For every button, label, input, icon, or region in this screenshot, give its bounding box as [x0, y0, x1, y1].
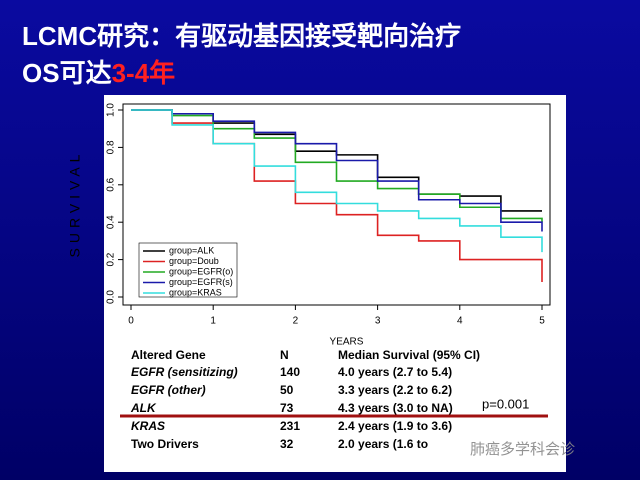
table-cell: 32 — [280, 437, 294, 451]
x-tick-label: 1 — [210, 316, 216, 327]
x-axis-label: YEARS — [330, 337, 364, 348]
x-tick-label: 3 — [375, 316, 381, 327]
y-tick-label: 0.0 — [106, 290, 117, 304]
legend-box — [138, 242, 238, 298]
y-tick-label: 0.4 — [106, 215, 117, 229]
x-tick-label: 5 — [539, 316, 545, 327]
title-highlight: 3-4年 — [112, 58, 176, 88]
x-tick-label: 4 — [457, 316, 463, 327]
table-cell: 231 — [280, 419, 300, 433]
table-header: Altered Gene — [131, 348, 206, 362]
survival-curve — [131, 109, 543, 232]
table-cell: 50 — [280, 383, 294, 397]
plot-frame — [122, 103, 551, 306]
title: LCMC研究：有驱动基因接受靶向治疗 — [22, 21, 461, 51]
table-cell: KRAS — [131, 419, 165, 433]
table-header: N — [280, 348, 289, 362]
y-axis-label: SURVIVAL — [67, 150, 83, 258]
y-tick-label: 0.8 — [106, 140, 117, 154]
legend-label: group=EGFR(o) — [169, 266, 233, 276]
table-cell: ALK — [130, 401, 157, 415]
y-tick-label: 1.0 — [106, 103, 117, 117]
legend-label: group=KRAS — [169, 287, 222, 297]
table-cell: Two Drivers — [131, 437, 199, 451]
table-header: Median Survival (95% CI) — [338, 348, 480, 362]
table-cell: 2.0 years (1.6 to — [338, 437, 428, 451]
y-tick-label: 0.2 — [106, 252, 117, 266]
table-cell: 73 — [280, 401, 294, 415]
table-cell: EGFR (sensitizing) — [131, 365, 238, 379]
legend-label: group=ALK — [169, 245, 214, 255]
table-cell: 4.0 years (2.7 to 5.4) — [338, 365, 452, 379]
p-value: p=0.001 — [482, 396, 529, 411]
table-cell: 3.3 years (2.2 to 6.2) — [338, 383, 452, 397]
table-cell: 2.4 years (1.9 to 3.6) — [338, 419, 452, 433]
y-tick-label: 0.6 — [106, 177, 117, 191]
legend-label: group=EGFR(s) — [169, 277, 233, 287]
title-text: OS可达 — [22, 58, 112, 88]
legend-label: group=Doub — [169, 256, 219, 266]
title: OS可达3-4年 — [22, 58, 175, 88]
watermark: 肺癌多学科会诊 — [470, 441, 575, 458]
table-cell: EGFR (other) — [131, 383, 206, 397]
table-cell: 4.3 years (3.0 to NA) — [338, 401, 453, 415]
x-tick-label: 0 — [128, 316, 134, 327]
table-cell: 140 — [280, 365, 300, 379]
x-tick-label: 2 — [293, 316, 299, 327]
plot: 0 1 2 3 4 5 0.0 0.2 0.4 0.6 0.8 1.0 YEARS SURVIVAL gro… — [67, 103, 551, 348]
survival-curve — [131, 109, 543, 253]
